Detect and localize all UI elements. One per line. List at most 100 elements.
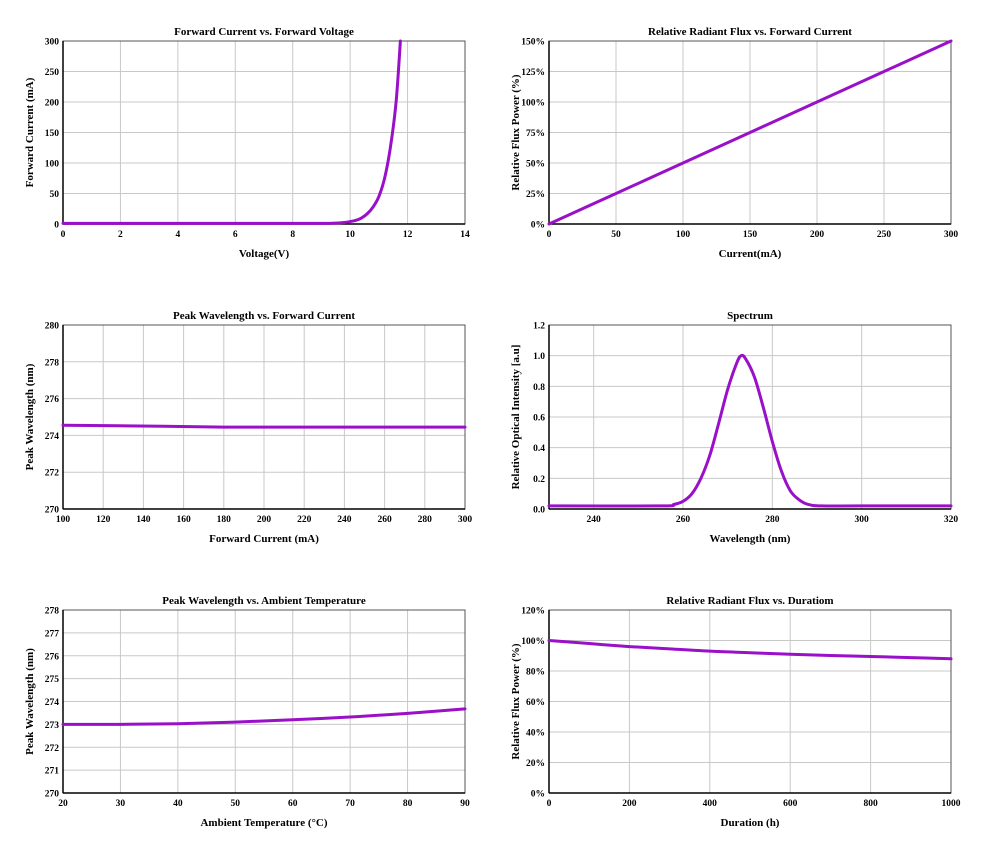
y-tick-label: 278 [45, 607, 60, 617]
x-tick-label: 6 [233, 230, 238, 240]
chart-5: 20 30 40 50 60 70 80 90 270 271 272 273 274 275 276 277… [24, 595, 470, 829]
y-tick-label: 25% [526, 190, 545, 200]
x-tick-label: 50 [231, 799, 241, 809]
x-tick-label: 300 [944, 230, 959, 240]
y-tick-label: 272 [45, 744, 60, 754]
x-tick-label: 400 [703, 799, 718, 809]
y-tick-label: 0.2 [533, 475, 545, 485]
y-tick-label: 200 [45, 99, 60, 109]
y-tick-label: 100% [521, 637, 545, 647]
y-tick-label: 150 [45, 129, 60, 139]
y-tick-label: 274 [45, 432, 60, 442]
x-tick-label: 1000 [942, 799, 961, 809]
x-axis-label: Voltage(V) [239, 248, 290, 260]
y-tick-label: 280 [45, 322, 60, 332]
series-line [61, 707, 467, 726]
x-tick-label: 8 [290, 230, 295, 240]
x-tick-label: 320 [944, 515, 959, 525]
x-tick-label: 12 [403, 230, 413, 240]
y-tick-label: 0.0 [533, 506, 545, 516]
y-tick-label: 273 [45, 721, 60, 731]
x-axis-label: Forward Current (mA) [209, 533, 319, 545]
y-tick-label: 278 [45, 358, 60, 368]
x-tick-label: 50 [611, 230, 621, 240]
x-tick-label: 90 [460, 799, 470, 809]
y-tick-label: 1.2 [533, 322, 545, 332]
x-tick-label: 280 [765, 515, 780, 525]
x-tick-label: 80 [403, 799, 413, 809]
y-tick-label: 274 [45, 698, 60, 708]
y-tick-label: 271 [45, 767, 60, 777]
y-axis-label: Relative Optical Intensity [a.u] [510, 345, 522, 490]
y-axis-label: Peak Wavelength (nm) [24, 648, 36, 755]
x-tick-label: 260 [377, 515, 392, 525]
chart-title: Peak Wavelength vs. Ambient Temperature [162, 595, 366, 607]
x-tick-label: 300 [458, 515, 473, 525]
x-tick-label: 200 [257, 515, 272, 525]
y-tick-label: 300 [45, 38, 60, 48]
x-tick-label: 240 [337, 515, 352, 525]
y-tick-label: 276 [45, 652, 60, 662]
x-tick-label: 60 [288, 799, 298, 809]
y-tick-label: 275 [45, 675, 60, 685]
chart-title: Spectrum [727, 310, 773, 322]
y-axis-label: Forward Current (mA) [24, 77, 36, 187]
chart-2: 0 50 100 150 200 250 300 0% 25% 50% 75% 100% 125% 150… [510, 26, 958, 260]
x-tick-label: 0 [547, 230, 552, 240]
x-axis-label: Duration (h) [721, 817, 780, 829]
x-tick-label: 4 [175, 230, 180, 240]
chart-4: 240 260 280 300 320 0.0 0.2 0.4 0.6 0.8 1.0 1.2 Spec… [510, 310, 958, 545]
y-tick-label: 277 [45, 629, 60, 639]
y-tick-label: 270 [45, 790, 60, 800]
series-line [547, 353, 953, 508]
y-tick-label: 0 [54, 221, 59, 231]
x-tick-label: 0 [61, 230, 66, 240]
y-tick-label: 276 [45, 395, 60, 405]
y-axis-label: Peak Wavelength (nm) [24, 363, 36, 470]
x-tick-label: 280 [418, 515, 433, 525]
y-tick-label: 100% [521, 99, 545, 109]
x-tick-label: 100 [56, 515, 71, 525]
y-tick-label: 40% [526, 729, 545, 739]
y-tick-label: 60% [526, 698, 545, 708]
x-tick-label: 180 [217, 515, 232, 525]
y-tick-label: 0.8 [533, 383, 545, 393]
y-tick-label: 20% [526, 759, 545, 769]
x-tick-label: 300 [855, 515, 870, 525]
x-tick-label: 200 [622, 799, 637, 809]
series-line [547, 639, 953, 661]
x-tick-label: 260 [676, 515, 691, 525]
x-tick-label: 20 [58, 799, 68, 809]
series-line [61, 423, 467, 429]
x-axis-label: Current(mA) [719, 248, 782, 260]
x-tick-label: 14 [460, 230, 470, 240]
x-tick-label: 10 [345, 230, 355, 240]
x-axis-label: Wavelength (nm) [710, 533, 791, 545]
y-tick-label: 125% [521, 68, 545, 78]
y-tick-label: 150% [521, 38, 545, 48]
x-tick-label: 240 [587, 515, 602, 525]
x-tick-label: 160 [176, 515, 191, 525]
x-tick-label: 250 [877, 230, 892, 240]
x-tick-label: 220 [297, 515, 312, 525]
y-tick-label: 50% [526, 160, 545, 170]
x-tick-label: 100 [676, 230, 691, 240]
x-tick-label: 600 [783, 799, 798, 809]
x-axis-label: Ambient Temperature (°C) [200, 817, 327, 829]
chart-title: Relative Radiant Flux vs. Duratiom [666, 595, 833, 607]
y-tick-label: 100 [45, 160, 60, 170]
y-tick-label: 0.6 [533, 414, 545, 424]
y-tick-label: 120% [521, 607, 545, 617]
y-tick-label: 270 [45, 506, 60, 516]
y-axis-label: Relative Flux Power (%) [510, 643, 522, 760]
x-tick-label: 2 [118, 230, 123, 240]
chart-3: 100 120 140 160 180 200 220 240 260 280 300 270 272 2… [24, 310, 472, 545]
y-tick-label: 80% [526, 668, 545, 678]
x-tick-label: 140 [136, 515, 151, 525]
y-tick-label: 1.0 [533, 352, 545, 362]
chart-1: 0 2 4 6 8 10 12 14 0 50 100 150 200 250 300 Forward Cur… [24, 26, 470, 260]
x-tick-label: 200 [810, 230, 825, 240]
x-tick-label: 40 [173, 799, 183, 809]
x-tick-label: 30 [116, 799, 126, 809]
